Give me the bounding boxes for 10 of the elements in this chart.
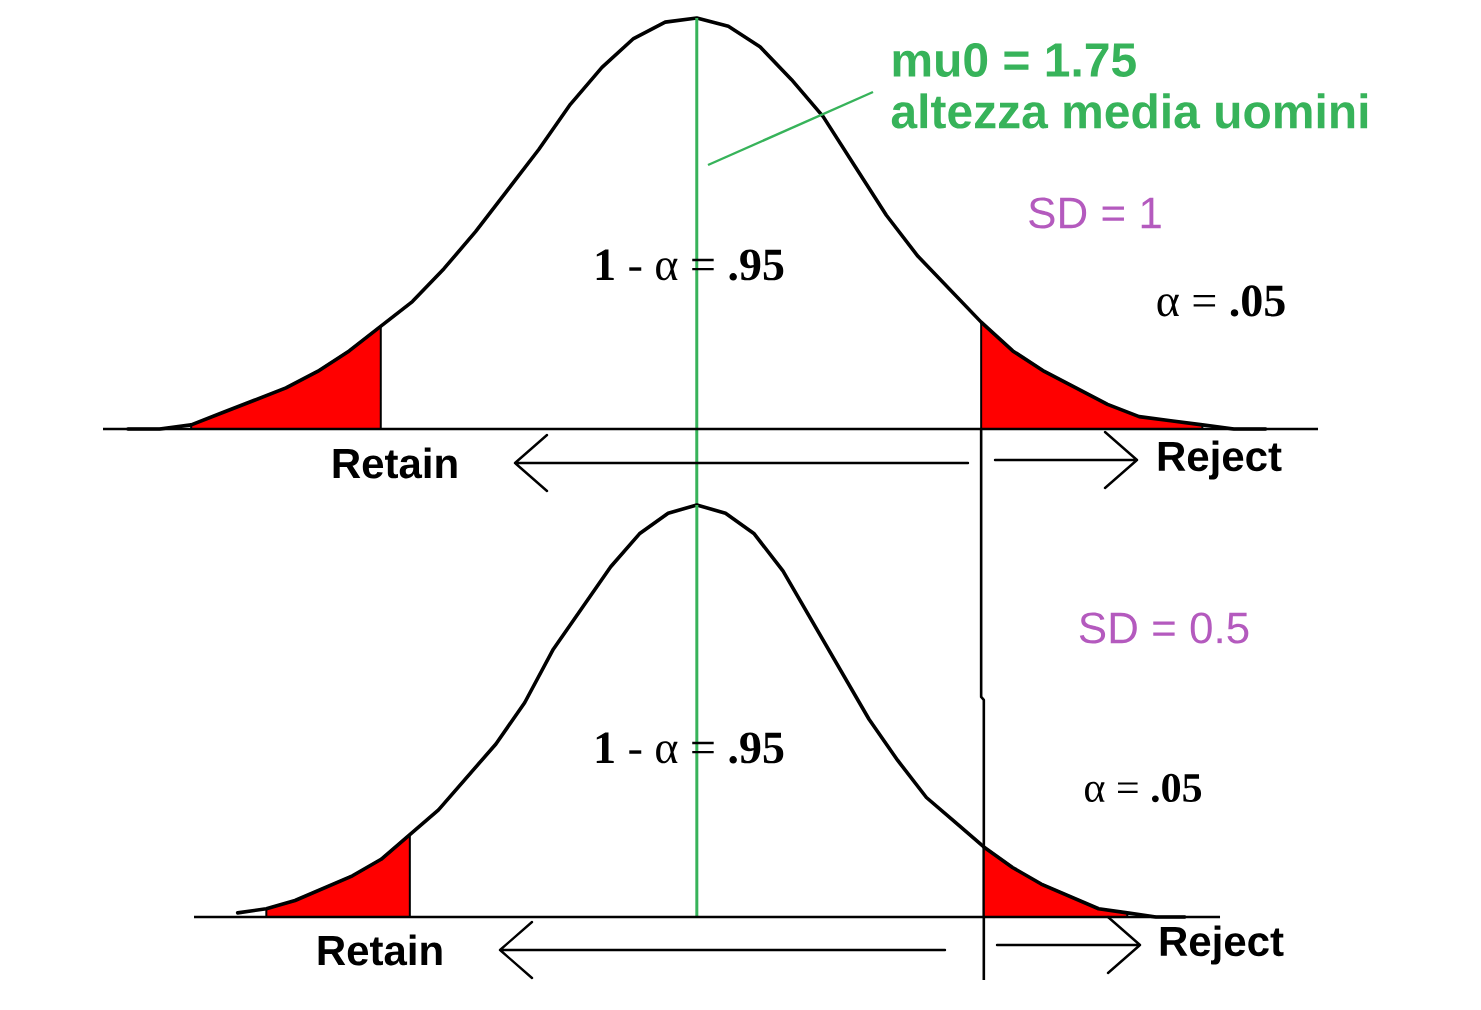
annotation: altezza media uomini	[891, 93, 1368, 129]
text: SD = 1	[1029, 197, 1161, 229]
text: Retain	[318, 934, 442, 966]
text: Reject	[1160, 925, 1284, 965]
text: Retain	[333, 447, 457, 479]
text: SD = 0.5	[1079, 612, 1249, 644]
annotation: α = .05	[1157, 285, 1285, 317]
text: Reject	[1158, 440, 1282, 480]
text: mu0 = 1.75	[893, 43, 1136, 77]
annotation: α = .05	[1085, 773, 1202, 803]
